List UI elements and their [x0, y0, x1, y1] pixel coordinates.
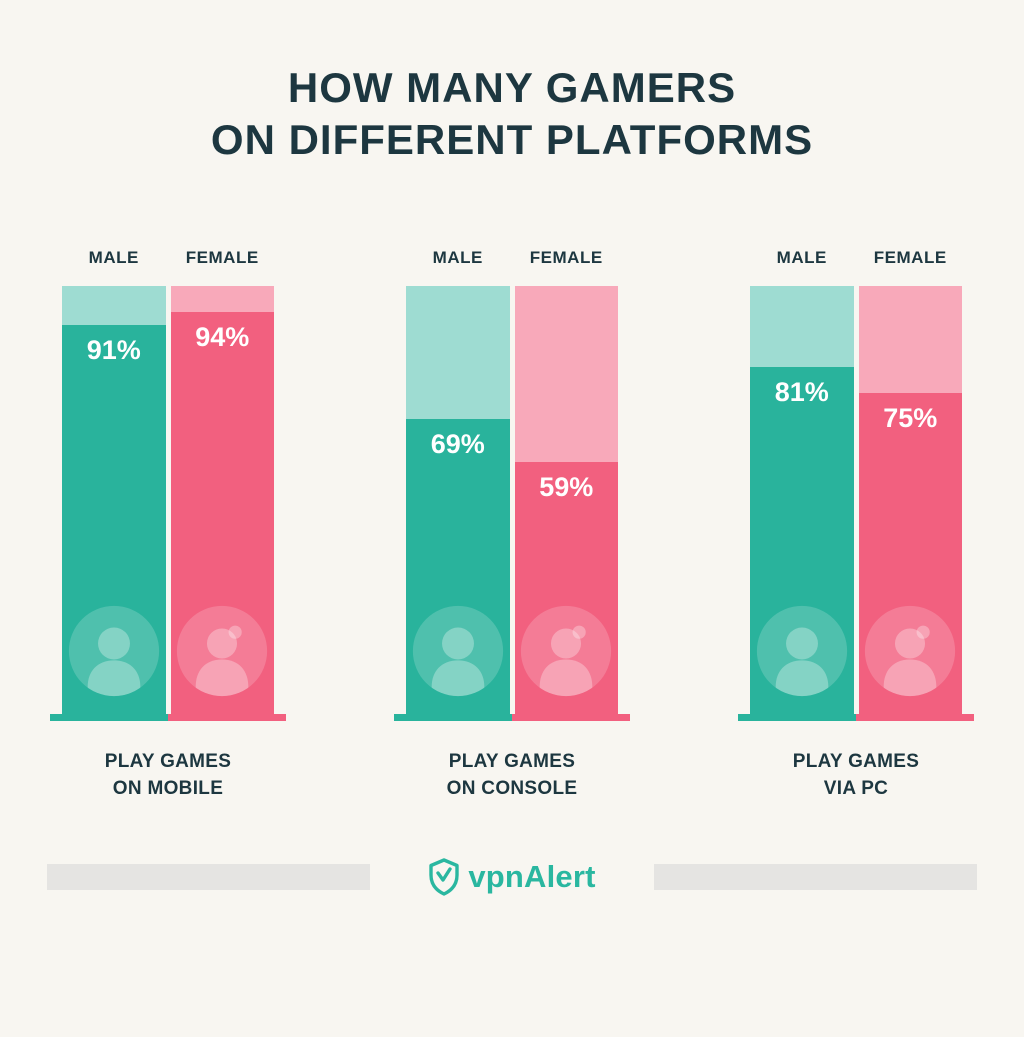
- group-caption-console: PLAY GAMES ON CONSOLE: [446, 751, 578, 799]
- legend-row: MALE FEMALE: [750, 248, 962, 268]
- chart-area: MALE FEMALE 91%: [0, 248, 1024, 802]
- female-bar-mobile: 94%: [170, 286, 274, 715]
- baseline-female: [512, 714, 630, 722]
- bar-fill: 94%: [170, 311, 274, 715]
- vpnalert-logo: vpnAlert: [428, 858, 595, 897]
- percent-label: 59%: [539, 471, 594, 502]
- female-bar-pc: 75%: [858, 286, 962, 715]
- female-silhouette-icon: [865, 606, 956, 697]
- male-bar-mobile: 91%: [62, 286, 166, 715]
- page-title-line2: ON DIFFERENT PLATFORMS: [210, 116, 814, 164]
- bar-pair: 91% 94%: [62, 286, 274, 715]
- footer: vpnAlert: [0, 858, 1024, 897]
- male-legend-label: MALE: [88, 248, 139, 268]
- chart-group-pc: MALE FEMALE 81%: [738, 248, 974, 802]
- percent-label: 75%: [883, 403, 938, 434]
- percent-label: 69%: [430, 428, 485, 459]
- baseline-male: [738, 714, 856, 722]
- bar-fill: 69%: [406, 418, 510, 715]
- bar-fill: 91%: [62, 324, 166, 715]
- logo-text-vpn: vpn: [468, 859, 525, 895]
- baseline-female: [856, 714, 974, 722]
- baseline: [738, 714, 974, 722]
- female-bar-console: 59%: [514, 286, 618, 715]
- male-silhouette-icon: [756, 606, 847, 697]
- legend-row: MALE FEMALE: [406, 248, 618, 268]
- male-legend-label: MALE: [432, 248, 483, 268]
- logo-text-alert: Alert: [524, 859, 596, 895]
- female-legend-label: FEMALE: [185, 248, 259, 268]
- baseline-male: [50, 714, 168, 722]
- male-silhouette-icon: [68, 606, 159, 697]
- chart-group-mobile: MALE FEMALE 91%: [50, 248, 286, 802]
- percent-label: 94%: [195, 321, 250, 352]
- bar-fill: 59%: [514, 461, 618, 715]
- male-bar-console: 69%: [406, 286, 510, 715]
- bar-fill: 75%: [858, 393, 962, 715]
- bar-pair: 69% 59%: [406, 286, 618, 715]
- bar-pair: 81% 75%: [750, 286, 962, 715]
- female-legend-label: FEMALE: [529, 248, 603, 268]
- baseline: [50, 714, 286, 722]
- logo-text: vpnAlert: [468, 859, 595, 895]
- group-caption-pc: PLAY GAMES VIA PC: [792, 751, 920, 799]
- legend-row: MALE FEMALE: [62, 248, 274, 268]
- shield-icon: [429, 858, 460, 897]
- footer-divider-right: [653, 864, 977, 891]
- footer-divider-left: [47, 864, 371, 891]
- bar-fill: 81%: [750, 367, 854, 715]
- chart-group-console: MALE FEMALE 69%: [394, 248, 630, 802]
- baseline-female: [168, 714, 286, 722]
- male-legend-label: MALE: [776, 248, 827, 268]
- male-bar-pc: 81%: [750, 286, 854, 715]
- female-silhouette-icon: [521, 606, 612, 697]
- percent-label: 91%: [86, 334, 141, 365]
- female-silhouette-icon: [177, 606, 268, 697]
- page-title-line1: HOW MANY GAMERS: [287, 64, 737, 111]
- male-silhouette-icon: [412, 606, 503, 697]
- page-title: HOW MANY GAMERS ON DIFFERENT PLATFORMS: [0, 62, 1024, 166]
- percent-label: 81%: [774, 377, 829, 408]
- female-legend-label: FEMALE: [873, 248, 947, 268]
- baseline-male: [394, 714, 512, 722]
- group-caption-mobile: PLAY GAMES ON MOBILE: [104, 751, 232, 799]
- baseline: [394, 714, 630, 722]
